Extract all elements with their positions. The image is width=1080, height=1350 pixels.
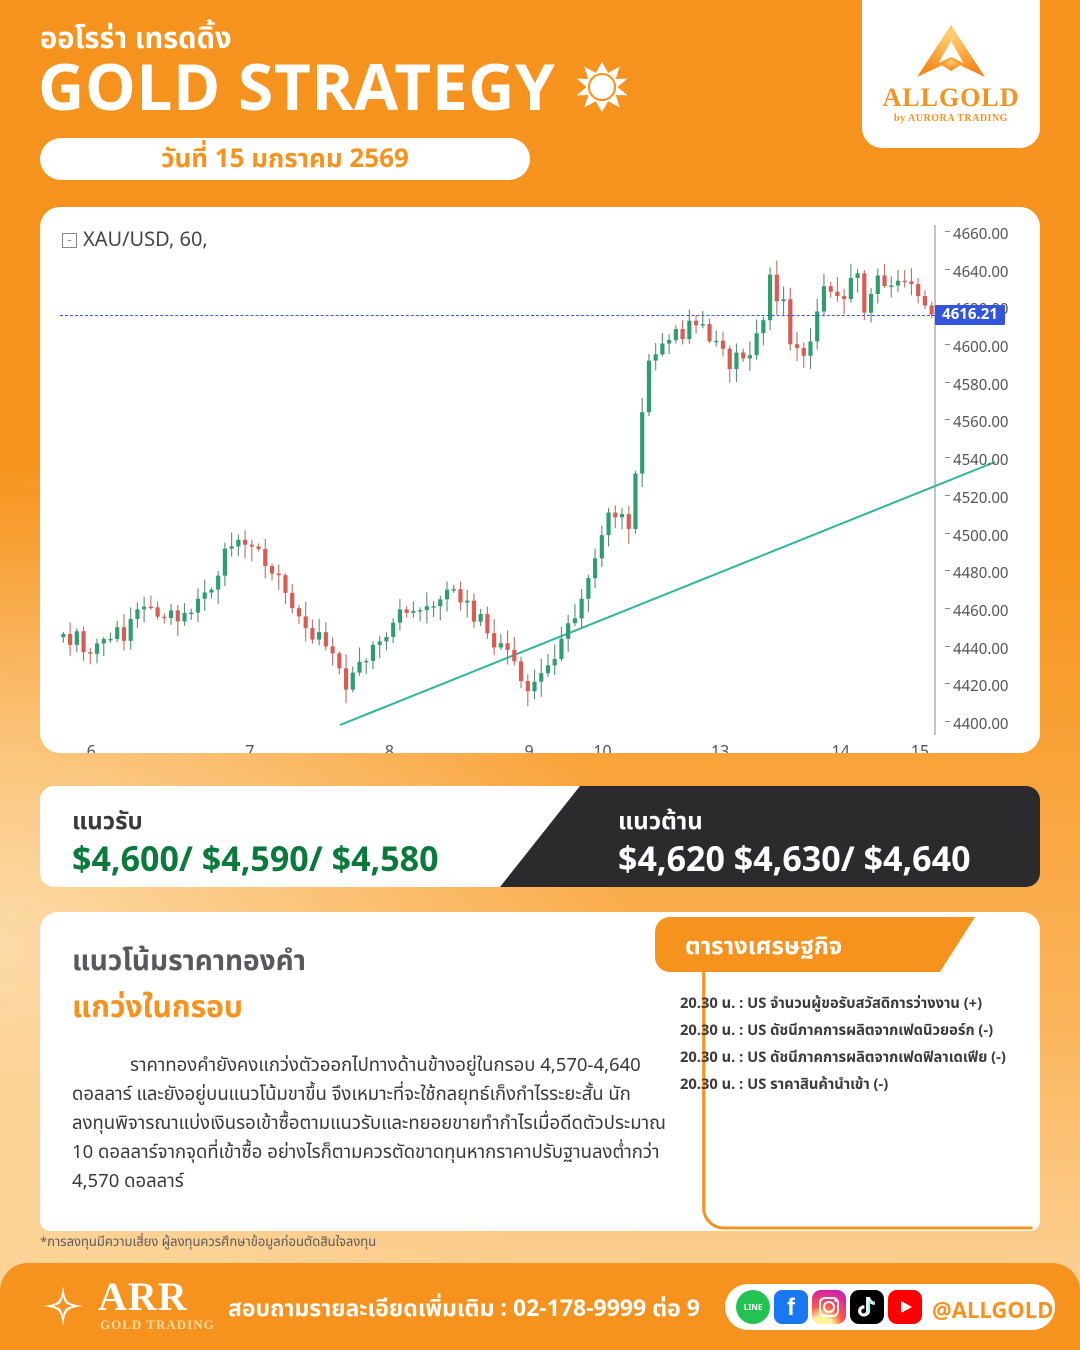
svg-text:f: f xyxy=(787,1294,796,1321)
svg-text:LINE: LINE xyxy=(744,1302,763,1314)
